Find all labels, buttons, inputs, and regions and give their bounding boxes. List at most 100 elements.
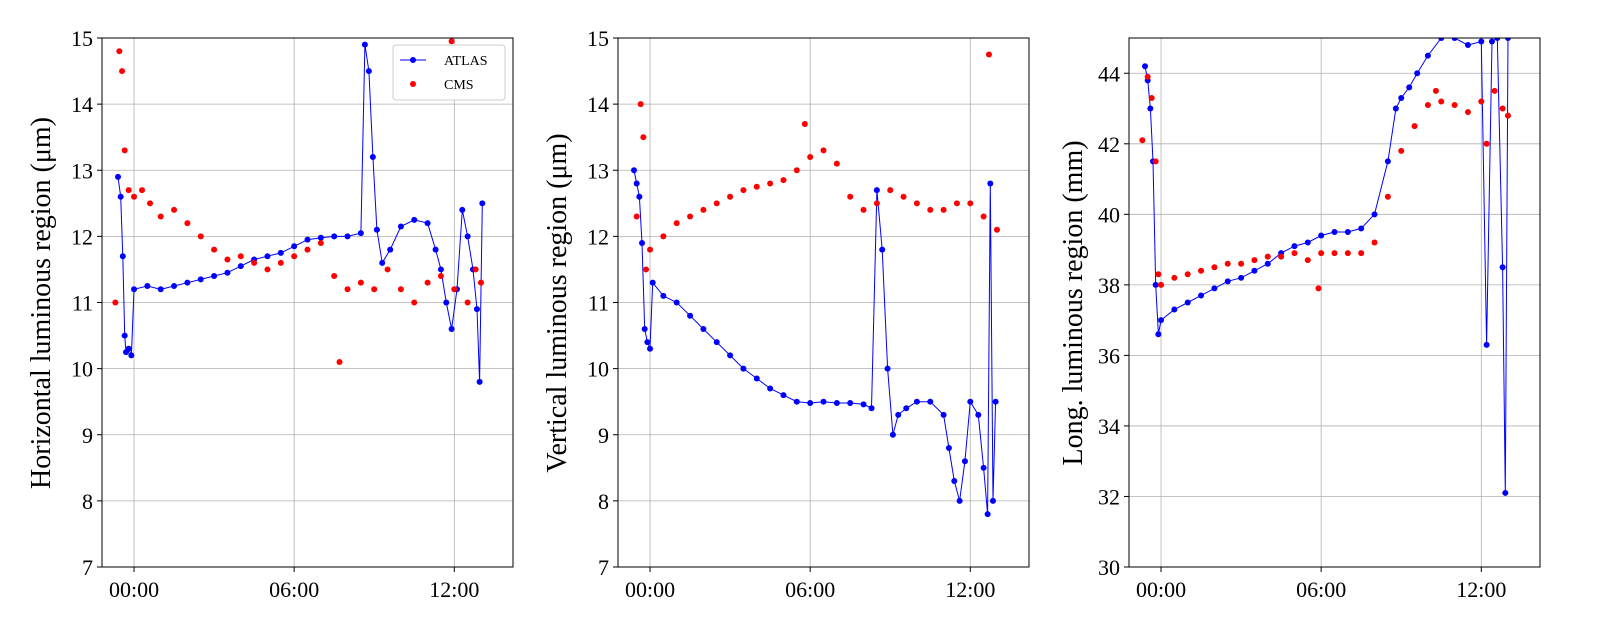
data-point-cms (1432, 87, 1439, 94)
y-tick-label: 9 (82, 423, 93, 448)
data-point-atlas (125, 345, 132, 352)
x-tick-label: 00:00 (1136, 577, 1186, 602)
data-point-atlas (476, 378, 483, 385)
data-point-cms (119, 68, 126, 75)
x-tick-label: 00:00 (625, 577, 675, 602)
y-tick-label: 40 (1098, 202, 1120, 227)
data-point-cms (1424, 102, 1431, 109)
data-point-cms (317, 239, 324, 246)
data-point-atlas (1264, 260, 1271, 267)
data-point-cms (1264, 253, 1271, 260)
data-point-atlas (780, 392, 787, 399)
data-point-cms (251, 259, 258, 266)
data-point-cms (700, 206, 707, 213)
data-point-atlas (369, 154, 376, 161)
data-point-cms (1291, 250, 1298, 257)
data-point-atlas (1424, 52, 1431, 59)
data-point-atlas (1318, 232, 1325, 239)
data-point-atlas (119, 253, 126, 260)
data-point-atlas (647, 345, 654, 352)
y-tick-label: 11 (72, 291, 93, 316)
data-point-cms (1331, 250, 1338, 257)
data-point-atlas (277, 249, 284, 256)
y-tick-label: 8 (598, 489, 609, 514)
data-point-atlas (1251, 267, 1258, 274)
data-point-atlas (464, 233, 471, 240)
data-point-cms (472, 266, 479, 273)
data-point-atlas (927, 398, 934, 405)
x-tick-label: 06:00 (785, 577, 835, 602)
data-point-cms (1171, 274, 1178, 281)
data-point-cms (437, 273, 444, 280)
series-line-atlas (633, 170, 997, 515)
data-point-cms (264, 266, 271, 273)
data-point-atlas (1478, 38, 1485, 45)
data-point-cms (637, 101, 644, 108)
data-point-atlas (473, 306, 480, 313)
data-point-atlas (115, 173, 122, 180)
y-tick-label: 9 (598, 423, 609, 448)
data-point-atlas (1238, 274, 1245, 281)
data-point-atlas (793, 398, 800, 405)
data-point-cms (1318, 250, 1325, 257)
y-tick-label: 38 (1098, 273, 1120, 298)
data-point-atlas (1211, 285, 1218, 292)
y-tick-label: 7 (598, 555, 609, 580)
data-point-atlas (975, 411, 982, 418)
data-point-cms (116, 48, 123, 55)
data-point-cms (1184, 271, 1191, 278)
data-point-atlas (144, 282, 151, 289)
data-point-cms (1278, 253, 1285, 260)
data-point-cms (1198, 267, 1205, 274)
data-point-atlas (700, 325, 707, 332)
y-tick-label: 13 (587, 158, 609, 183)
data-point-atlas (1291, 243, 1298, 250)
x-tick-label: 12:00 (945, 577, 995, 602)
data-point-atlas (951, 478, 958, 485)
legend-cms-label: CMS (444, 78, 474, 93)
y-tick-label: 11 (588, 291, 609, 316)
data-point-cms (1139, 137, 1146, 144)
y-tick-label: 13 (71, 158, 93, 183)
data-point-atlas (1464, 42, 1471, 49)
data-point-atlas (1155, 331, 1162, 338)
data-point-cms (112, 299, 119, 306)
data-point-cms (1358, 250, 1365, 257)
data-point-atlas (344, 233, 351, 240)
data-point-cms (464, 299, 471, 306)
panel-longitudinal: 00:00 06:00 12:00 30 32 34 36 38 40 42 44 Long. lum… (1058, 37, 1541, 602)
data-point-atlas (1142, 63, 1149, 70)
data-point-atlas (961, 458, 968, 465)
data-point-cms (753, 183, 760, 190)
data-point-cms (224, 256, 231, 263)
data-point-atlas (713, 339, 720, 346)
data-point-atlas (868, 405, 875, 412)
data-point-cms (237, 253, 244, 260)
y-tick-label: 14 (71, 92, 93, 117)
data-point-atlas (397, 223, 404, 230)
plot-area (112, 38, 486, 385)
data-point-cms (1483, 140, 1490, 147)
data-point-atlas (448, 325, 455, 332)
data-point-cms (820, 147, 827, 154)
data-point-cms (1155, 271, 1162, 278)
x-tick-label: 12:00 (1456, 577, 1506, 602)
x-tick-label: 00:00 (109, 577, 159, 602)
data-point-cms (740, 187, 747, 194)
data-point-cms (1384, 193, 1391, 200)
data-point-atlas (197, 276, 204, 283)
data-point-atlas (940, 411, 947, 418)
data-point-cms (197, 233, 204, 240)
data-point-atlas (443, 299, 450, 306)
plot-area (631, 51, 1000, 518)
data-point-atlas (211, 273, 218, 280)
data-point-atlas (361, 41, 368, 48)
data-point-cms (640, 134, 647, 141)
data-point-atlas (1371, 211, 1378, 218)
data-point-cms (940, 206, 947, 213)
data-point-cms (780, 177, 787, 184)
data-point-cms (344, 286, 351, 293)
data-point-cms (860, 206, 867, 213)
data-point-atlas (264, 253, 271, 260)
data-point-atlas (1358, 225, 1365, 232)
